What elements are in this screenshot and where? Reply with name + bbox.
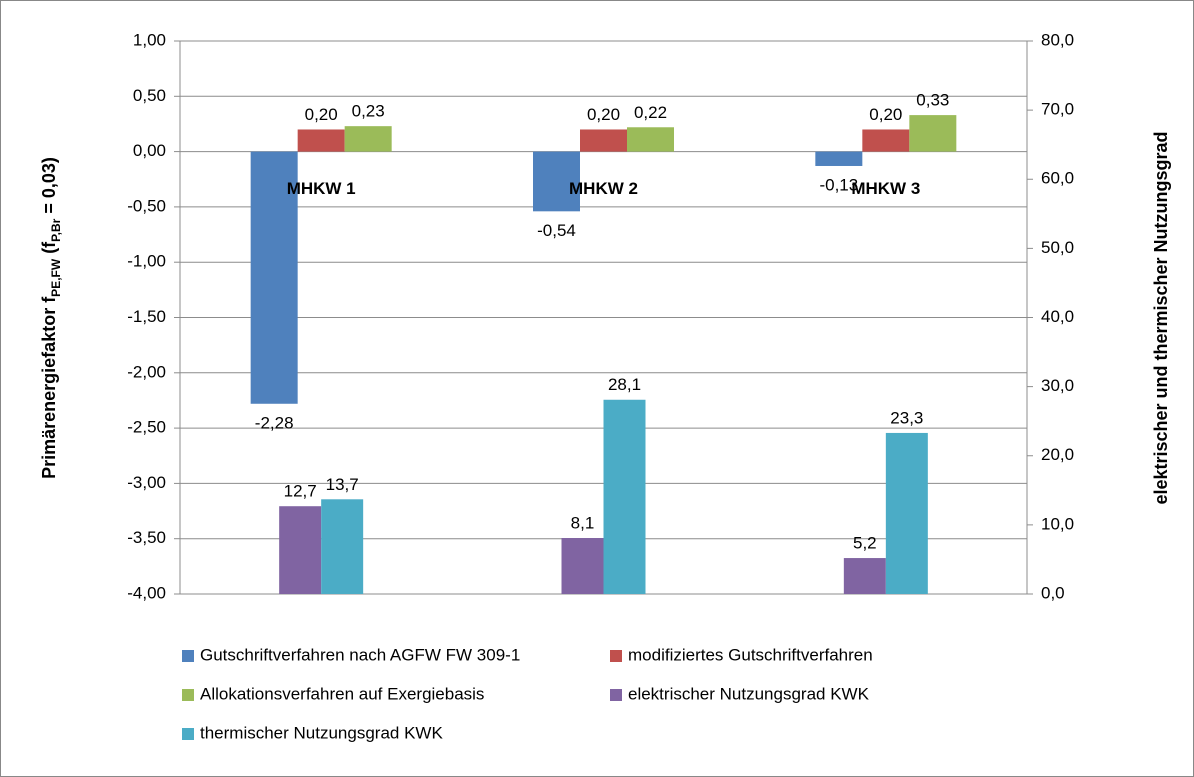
bar (250, 151, 298, 404)
y2-tick-label: 70,0 (1041, 100, 1074, 119)
bar (909, 115, 957, 152)
data-label: 13,7 (326, 475, 359, 494)
bar (862, 129, 910, 152)
y2-tick-label: 10,0 (1041, 514, 1074, 533)
data-label: 23,3 (890, 408, 923, 427)
y2-axis-title: elektrischer und thermischer Nutzungsgra… (1151, 131, 1171, 504)
data-label: 28,1 (608, 375, 641, 394)
y2-tick-label: 80,0 (1041, 30, 1074, 49)
data-label: 0,20 (305, 105, 338, 124)
y-tick-label: -2,00 (127, 362, 166, 381)
y2-tick-label: 50,0 (1041, 238, 1074, 257)
y-axis-title-part: (f (39, 241, 59, 259)
data-label: 0,23 (352, 102, 385, 121)
legend-swatch (182, 689, 194, 701)
legend-label: Gutschriftverfahren nach AGFW FW 309-1 (200, 645, 520, 664)
legend-swatch (182, 728, 194, 740)
bar (603, 399, 646, 594)
y-tick-label: 1,00 (133, 30, 166, 49)
y-tick-label: 0,00 (133, 141, 166, 160)
legend-swatch (610, 650, 622, 662)
y2-tick-label: 40,0 (1041, 307, 1074, 326)
bar (580, 129, 627, 152)
bar (533, 151, 580, 212)
data-label: -2,28 (255, 413, 294, 432)
bar (815, 151, 863, 166)
x-tick-label: MHKW 3 (851, 179, 920, 198)
y-tick-label: -3,50 (127, 528, 166, 547)
y-tick-label: -2,50 (127, 418, 166, 437)
y-tick-label: 0,50 (133, 86, 166, 105)
legend-label: Allokationsverfahren auf Exergiebasis (200, 684, 484, 703)
bar (885, 432, 928, 594)
legend-label: elektrischer Nutzungsgrad KWK (628, 684, 870, 703)
bar (843, 558, 886, 594)
x-tick-label: MHKW 2 (569, 179, 638, 198)
legend-label: modifiziertes Gutschriftverfahren (628, 645, 873, 664)
bar (297, 129, 345, 152)
y2-tick-label: 60,0 (1041, 169, 1074, 188)
y-axis-title-part: PE,FW (49, 258, 63, 297)
data-label: -0,13 (819, 175, 858, 194)
bar (561, 538, 604, 594)
legend-swatch (182, 650, 194, 662)
data-label: 0,20 (587, 105, 620, 124)
data-label: 12,7 (284, 482, 317, 501)
y-tick-label: -1,50 (127, 307, 166, 326)
data-label: 0,33 (916, 91, 949, 110)
data-label: -0,54 (537, 221, 576, 240)
data-label: 0,22 (634, 103, 667, 122)
y-axis-title-part: P,Br (49, 218, 63, 241)
legend-swatch (610, 689, 622, 701)
bar (321, 499, 364, 594)
y-axis-title: Primärenergiefaktor fPE,FW (fP,Br = 0,03… (39, 157, 63, 479)
y-tick-label: -1,00 (127, 252, 166, 271)
data-label: 0,20 (869, 105, 902, 124)
y2-tick-label: 30,0 (1041, 376, 1074, 395)
x-tick-label: MHKW 1 (287, 179, 356, 198)
y-axis-title-part: Primärenergiefaktor f (39, 296, 59, 479)
y-tick-label: -0,50 (127, 196, 166, 215)
bar (344, 126, 392, 152)
legend-label: thermischer Nutzungsgrad KWK (200, 723, 443, 742)
y2-tick-label: 20,0 (1041, 445, 1074, 464)
y-tick-label: -4,00 (127, 583, 166, 602)
y-axis-title-part: = 0,03) (39, 157, 59, 219)
data-label: 8,1 (571, 513, 595, 532)
y-tick-label: -3,00 (127, 473, 166, 492)
data-label: 5,2 (853, 534, 877, 553)
y2-tick-label: 0,0 (1041, 583, 1065, 602)
bar (279, 506, 322, 594)
bar (627, 127, 674, 152)
